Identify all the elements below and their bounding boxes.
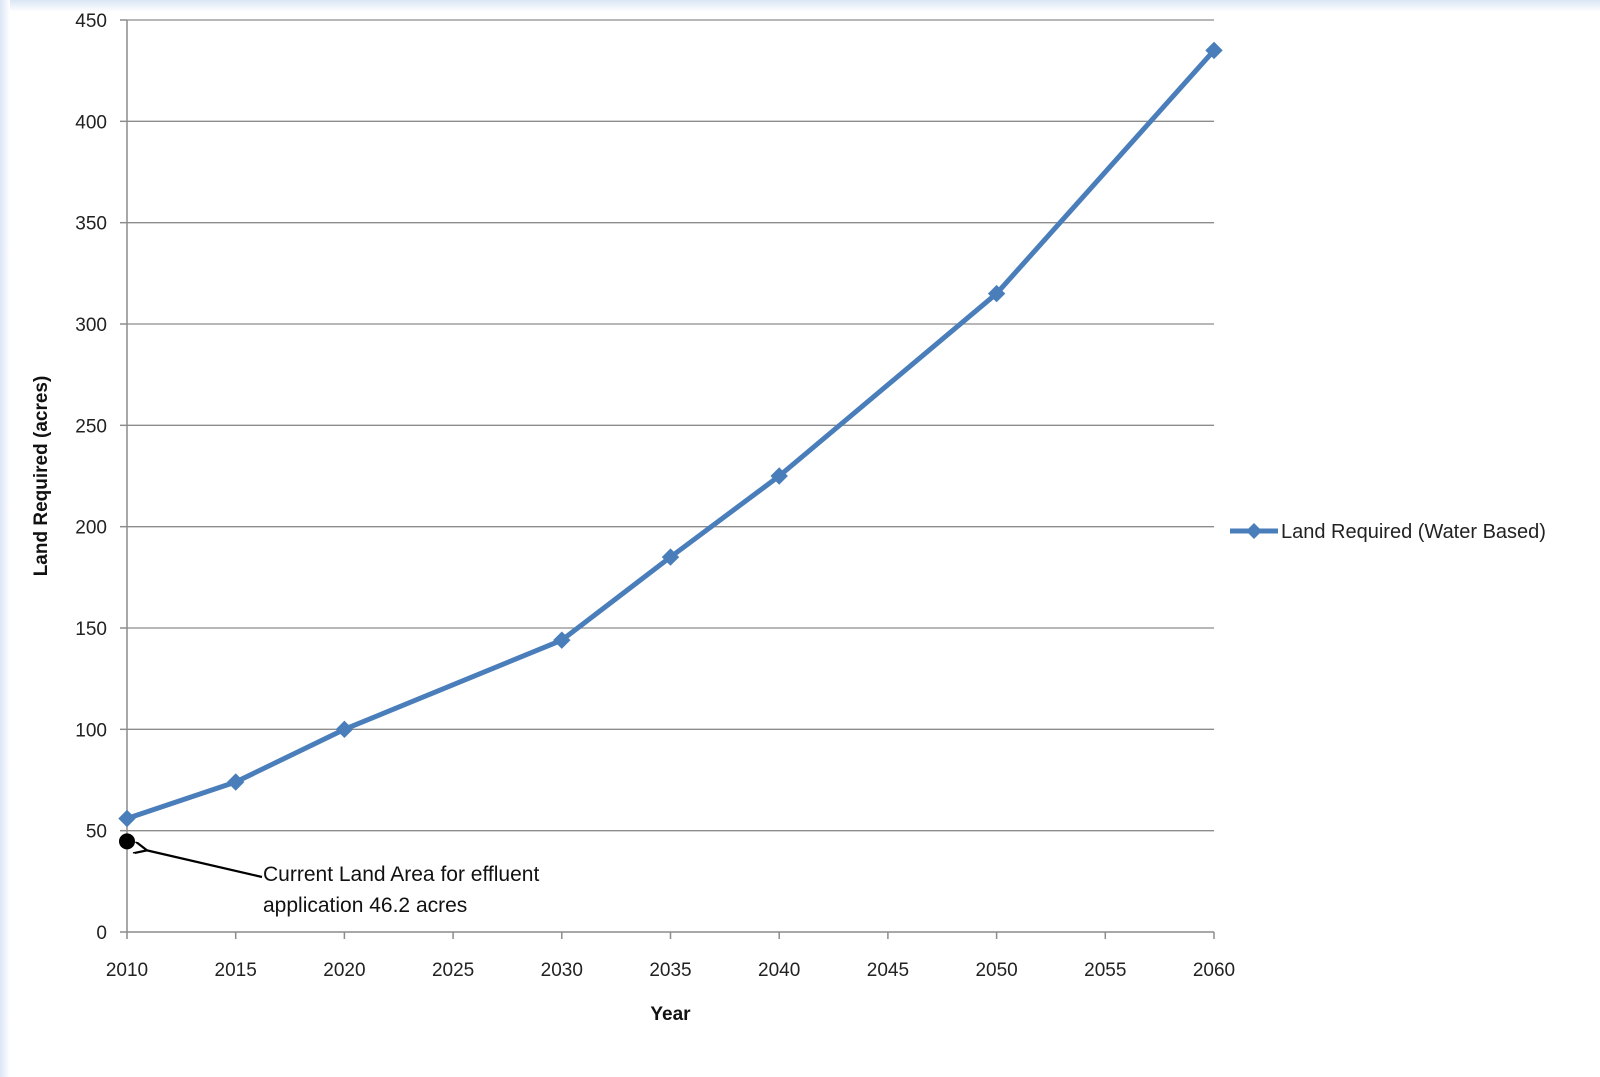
annotation-arrow: [147, 850, 263, 879]
data-point-2030: [553, 631, 571, 649]
x-tick-label-2040: 2040: [758, 960, 800, 981]
y-tick-label-150: 150: [75, 619, 107, 640]
data-series: [118, 41, 1223, 828]
y-tick-label-250: 250: [75, 416, 107, 437]
y-tick-label-300: 300: [75, 315, 107, 336]
y-tick-label-0: 0: [96, 923, 107, 944]
x-axis-title: Year: [650, 1004, 691, 1025]
x-axis-tick-labels: 2010 2015 2020 2025 2030 2035 2040 2045 2050 2055…: [106, 960, 1235, 981]
axes: [120, 19, 1215, 939]
y-tick-label-400: 400: [75, 112, 107, 133]
annotation-text-line-2: application 46.2 acres: [263, 894, 467, 917]
data-point-2040: [770, 467, 788, 485]
data-point-2050: [987, 284, 1006, 303]
x-tick-label-2035: 2035: [649, 960, 691, 981]
data-point-2010: [118, 809, 136, 828]
series-line-0: [124, 47, 1217, 822]
data-point-2020: [335, 720, 354, 739]
x-tick-label-2055: 2055: [1084, 960, 1126, 981]
x-tick-label-2010: 2010: [106, 960, 148, 981]
y-tick-label-100: 100: [75, 720, 107, 741]
y-axis-title: Land Required (acres): [31, 376, 52, 577]
legend: Land Required (Water Based): [1230, 521, 1546, 543]
x-tick-label-2045: 2045: [867, 960, 909, 981]
gridlines: [127, 19, 1214, 832]
current-land-area-point: [119, 833, 135, 850]
x-tick-label-2030: 2030: [541, 960, 583, 981]
data-point-2015: [226, 773, 245, 791]
data-point-2035: [661, 548, 680, 566]
y-tick-label-450: 450: [75, 11, 107, 32]
chart-left-border: [0, 0, 10, 1077]
x-tick-label-2020: 2020: [323, 960, 365, 981]
data-point-2060: [1205, 41, 1223, 60]
y-tick-label-350: 350: [75, 214, 107, 235]
annotation: Current Land Area for effluent applicati…: [119, 833, 539, 917]
legend-label: Land Required (Water Based): [1281, 521, 1546, 543]
x-tick-label-2050: 2050: [975, 960, 1017, 981]
x-tick-label-2060: 2060: [1193, 960, 1235, 981]
annotation-text-line-1: Current Land Area for effluent: [263, 863, 539, 886]
legend-diamond-marker: [1246, 523, 1262, 539]
y-tick-label-50: 50: [86, 822, 107, 843]
y-axis-tick-labels: 0 50 100 150 200 250 300 350 400 450: [75, 11, 107, 944]
y-tick-label-200: 200: [75, 518, 107, 539]
x-tick-label-2015: 2015: [215, 960, 257, 981]
x-tick-label-2025: 2025: [432, 960, 474, 981]
